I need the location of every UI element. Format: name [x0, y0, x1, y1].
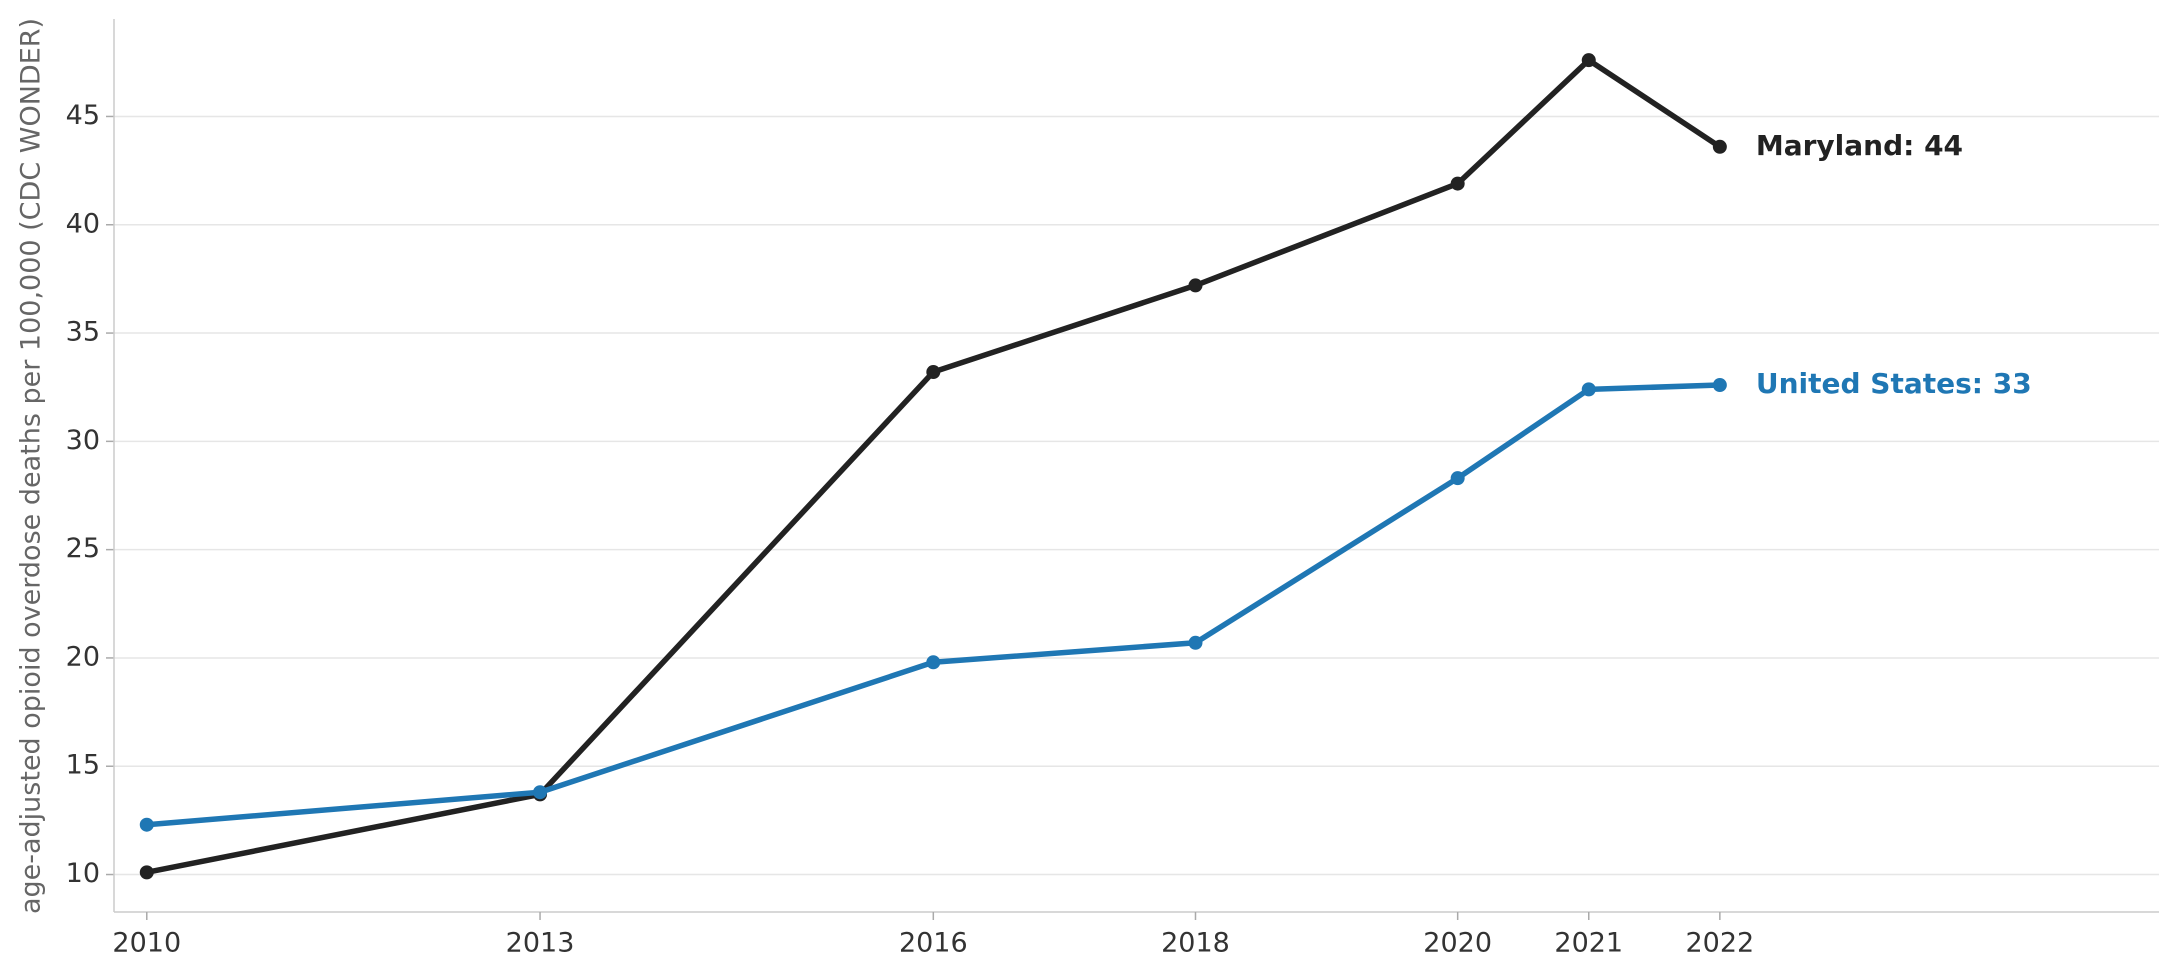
point — [1450, 471, 1465, 486]
y-tick-label: 25 — [66, 533, 100, 564]
y-tick-label: 35 — [66, 317, 100, 348]
x-tick-label: 2020 — [1423, 928, 1492, 959]
y-tick-label: 20 — [66, 641, 100, 672]
point — [1581, 53, 1596, 68]
point — [1188, 635, 1203, 650]
x-tick-label: 2018 — [1161, 928, 1230, 959]
x-tick-label: 2010 — [112, 928, 181, 959]
point — [533, 785, 548, 800]
series-line — [146, 57, 1722, 876]
x-tick-label: 2022 — [1685, 928, 1754, 959]
series-line — [146, 382, 1720, 828]
y-tick-label: 15 — [66, 750, 100, 781]
point — [139, 817, 154, 832]
y-tick-label: 10 — [66, 858, 100, 889]
point — [1581, 382, 1596, 397]
y-tick-label: 40 — [66, 208, 100, 239]
point — [1712, 378, 1727, 393]
y-axis-label: age-adjusted opioid overdose deaths per … — [16, 18, 47, 914]
x-tick-label: 2016 — [899, 928, 968, 959]
point — [1450, 176, 1465, 191]
y-tick-label: 45 — [66, 100, 100, 131]
point — [926, 655, 941, 670]
point — [1712, 139, 1727, 154]
series-label: United States: 33 — [1756, 367, 2032, 400]
point — [1188, 278, 1203, 293]
x-tick-label: 2013 — [506, 928, 575, 959]
point — [926, 365, 941, 380]
x-tick-label: 2021 — [1554, 928, 1623, 959]
point — [139, 865, 154, 880]
series-label: Maryland: 44 — [1756, 129, 1963, 162]
y-tick-label: 30 — [66, 425, 100, 456]
